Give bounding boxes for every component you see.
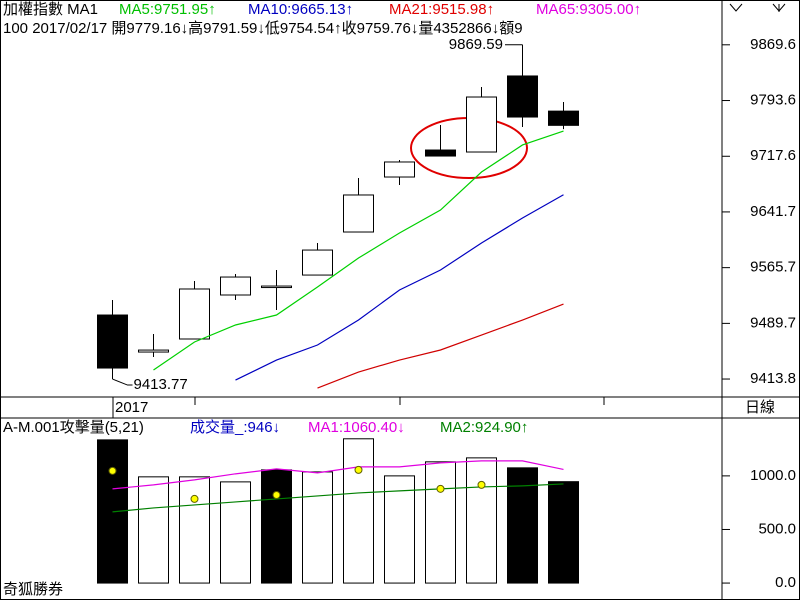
panel-legend: 成交量_:946↓ <box>190 418 280 436</box>
volume-bar <box>548 481 579 584</box>
y-tick-label: 0.0 <box>775 574 796 591</box>
volume-ma-line <box>112 460 564 490</box>
low-label: 9413.77 <box>134 376 188 393</box>
y-tick-label: 500.0 <box>758 520 796 537</box>
y-tick-label: 1000.0 <box>750 467 796 484</box>
volume-bar <box>384 475 415 584</box>
volume-dot <box>436 484 445 493</box>
candle-body <box>548 110 579 126</box>
legend-item: MA65:9305.00↑ <box>536 1 641 18</box>
legend-item: MA5:9751.95↑ <box>119 1 216 18</box>
candle-body <box>261 285 292 289</box>
y-tick-label: 9489.7 <box>750 314 796 331</box>
volume-bar <box>302 471 333 584</box>
ma-line <box>235 194 564 381</box>
volume-ma-line <box>112 483 564 513</box>
candle-body <box>384 161 415 178</box>
y-tick-label: 9869.6 <box>750 36 796 53</box>
quote-line: 100 2017/02/17 開9779.16↓高9791.59↓低9754.5… <box>3 20 523 37</box>
volume-dot <box>108 466 117 475</box>
volume-bar <box>220 481 251 584</box>
x-label: 2017 <box>115 399 148 416</box>
candle-body <box>425 149 456 157</box>
scroll-icon[interactable] <box>772 3 786 12</box>
volume-bar <box>466 457 497 584</box>
volume-dot <box>190 494 199 503</box>
candle-body <box>466 96 497 153</box>
legend-item: 加權指數 MA1 <box>3 1 98 18</box>
candle-body <box>138 349 169 353</box>
volume-bar <box>261 469 292 584</box>
volume-bar <box>138 476 169 584</box>
candle-body <box>343 194 374 233</box>
high-label: 9869.59 <box>449 36 503 53</box>
y-tick-label: 9413.8 <box>750 370 796 387</box>
label-leader <box>112 378 133 386</box>
volume-dot <box>354 465 363 474</box>
volume-bar <box>343 438 374 584</box>
candle-body <box>507 75 538 118</box>
panel-legend: MA1:1060.40↓ <box>308 419 405 436</box>
volume-dot <box>477 480 486 489</box>
footer: 奇狐勝券 <box>3 581 63 598</box>
candle-body <box>220 276 251 296</box>
candle-body <box>302 249 333 276</box>
y-tick-label: 9641.7 <box>750 203 796 220</box>
volume-bar <box>425 461 456 584</box>
volume-bar <box>507 467 538 584</box>
volume-bar <box>179 476 210 584</box>
legend-item: MA21:9515.98↑ <box>389 1 494 18</box>
ma-line <box>317 303 564 389</box>
panel-legend: MA2:924.90↑ <box>440 419 528 436</box>
y-tick-label: 9793.6 <box>750 92 796 109</box>
legend-item: MA10:9665.13↑ <box>248 1 353 18</box>
panel-legend: A-M.001攻擊量(5,21) <box>3 418 144 436</box>
y-tick-label: 9717.6 <box>750 147 796 164</box>
y-tick-label: 9565.7 <box>750 259 796 276</box>
candle-body <box>97 314 128 369</box>
period-button[interactable]: 日線 <box>745 399 775 416</box>
scroll-icon[interactable] <box>729 3 743 12</box>
ma-line <box>153 130 564 371</box>
volume-dot <box>272 490 281 499</box>
candle-body <box>179 288 210 340</box>
